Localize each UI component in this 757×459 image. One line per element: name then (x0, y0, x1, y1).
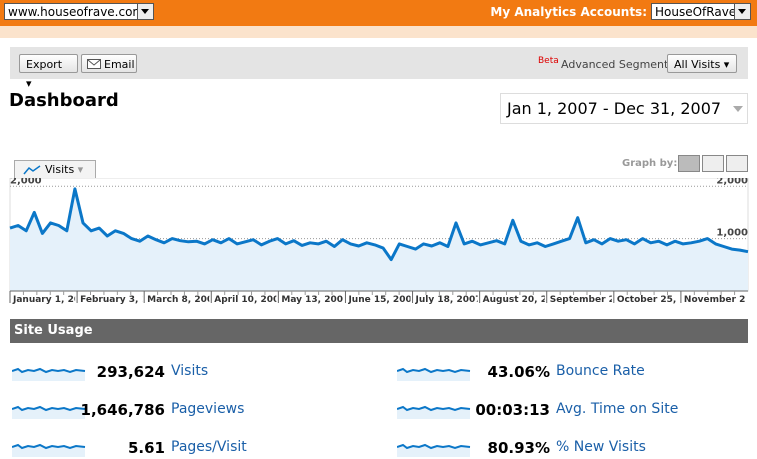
tab-icon (23, 165, 41, 175)
metric-label[interactable]: Pageviews (171, 401, 245, 417)
x-tick-label: November 27 (684, 295, 752, 304)
segments-label: Advanced Segments: (561, 58, 678, 71)
beta-tag: Beta (538, 56, 559, 66)
email-button[interactable]: Email (81, 54, 137, 73)
email-icon (87, 59, 101, 69)
metric-label[interactable]: Avg. Time on Site (556, 401, 679, 417)
sparkline (397, 443, 471, 457)
site-name: www.houseofrave.com (8, 5, 145, 19)
accounts-label: My Analytics Accounts: (490, 5, 647, 19)
export-button[interactable]: Export ▾ (19, 54, 78, 90)
sparkline (12, 367, 86, 381)
graph-by-buttons (678, 155, 748, 173)
spark-line (12, 367, 86, 374)
account-select[interactable]: HouseOfRave (651, 3, 751, 20)
metric-value: 293,624 (96, 363, 165, 381)
x-tick-label: April 10, 2007 (214, 295, 285, 304)
visits-line (9, 187, 749, 262)
month-button[interactable] (726, 155, 748, 172)
date-arrow (733, 106, 743, 117)
spark-line (397, 405, 471, 412)
site-select[interactable]: www.houseofrave.com (4, 3, 154, 20)
spark-line (12, 443, 86, 450)
metric-label[interactable]: Visits (171, 363, 209, 379)
top-strip (0, 26, 757, 38)
spark-area (397, 407, 470, 419)
date-text: Jan 1, 2007 - Dec 31, 2007 (507, 99, 722, 118)
date-range[interactable]: Jan 1, 2007 - Dec 31, 2007 (500, 93, 748, 124)
y-tick-label: 2,000 (716, 178, 748, 186)
y-tick-label: 1,000 (716, 228, 748, 239)
spark-area (397, 369, 470, 381)
account-name: HouseOfRave (655, 5, 737, 19)
x-tick-label: June 15, 2007 (347, 295, 418, 304)
x-tick-label: January 1, 20 (12, 295, 80, 304)
graph-by-label: Graph by: (622, 158, 678, 169)
x-tick-label: July 18, 2007 (415, 295, 482, 304)
spark-line (397, 443, 471, 450)
spark-area (397, 445, 470, 457)
sparkline (12, 405, 86, 419)
spark-area (12, 369, 85, 381)
metric-value: 00:03:13 (475, 401, 550, 419)
x-tick-label: September 2 (550, 295, 615, 304)
top-bar: www.houseofrave.com My Analytics Account… (0, 0, 757, 26)
x-tick-label: August 20, 20 (483, 295, 554, 304)
export-text: Export (26, 58, 63, 71)
x-tick-label: March 8, 2007 (147, 295, 219, 304)
week-button[interactable] (702, 155, 724, 172)
visits-area (10, 188, 748, 291)
spark-area (12, 445, 85, 457)
metric-value: 80.93% (487, 439, 550, 457)
page-title: Dashboard (9, 90, 119, 111)
spark-line (12, 405, 86, 412)
y-tick-label: 2,000 (10, 178, 42, 186)
sparkline (12, 443, 86, 457)
metric-value: 5.61 (127, 439, 165, 457)
day-button[interactable] (678, 155, 700, 172)
metric-value: 43.06% (487, 363, 550, 381)
x-tick-label: February 3, 2 (80, 295, 148, 304)
site-usage-header: Site Usage (10, 319, 748, 343)
x-tick-label: October 25, 2 (617, 295, 686, 304)
segment-text: All Visits (674, 58, 721, 71)
sparkline (397, 405, 471, 419)
visits-tab[interactable]: Visits ▾ (14, 160, 96, 178)
metric-label[interactable]: Pages/Visit (171, 439, 247, 455)
metric-label[interactable]: Bounce Rate (556, 363, 645, 379)
spark-area (12, 407, 85, 419)
x-tick-label: May 13, 2007 (281, 295, 349, 304)
spark-line (397, 367, 471, 374)
sparkline (397, 367, 471, 381)
tab-text: Visits (45, 163, 75, 176)
metric-label[interactable]: % New Visits (556, 439, 646, 455)
metric-value: 1,646,786 (80, 401, 165, 419)
email-text: Email (104, 58, 135, 71)
segment-select[interactable]: All Visits ▾ (667, 54, 737, 73)
